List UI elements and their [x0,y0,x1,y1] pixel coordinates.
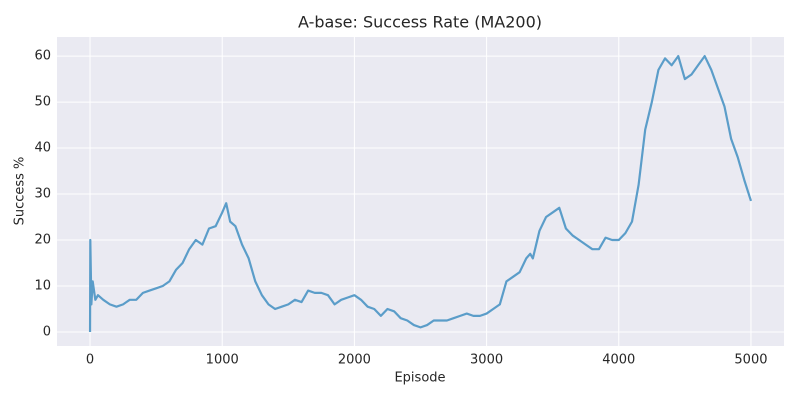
y-tick-label: 40 [34,141,51,156]
x-tick-label: 0 [86,353,94,368]
plot-area [57,37,784,346]
x-tick-label: 3000 [470,353,503,368]
x-axis-label: Episode [394,371,445,386]
y-tick-label: 20 [34,233,51,248]
y-tick-label: 60 [34,49,51,64]
y-axis-label: Success % [13,157,28,226]
x-tick-label: 5000 [734,353,767,368]
x-tick-label: 4000 [602,353,635,368]
y-tick-label: 0 [43,324,51,339]
x-tick-label: 2000 [338,353,371,368]
y-tick-label: 10 [34,278,51,293]
y-tick-label: 50 [34,95,51,110]
chart-title: A-base: Success Rate (MA200) [298,13,542,32]
y-tick-label: 30 [34,187,51,202]
line [88,54,753,332]
x-tick-label: 1000 [206,353,239,368]
